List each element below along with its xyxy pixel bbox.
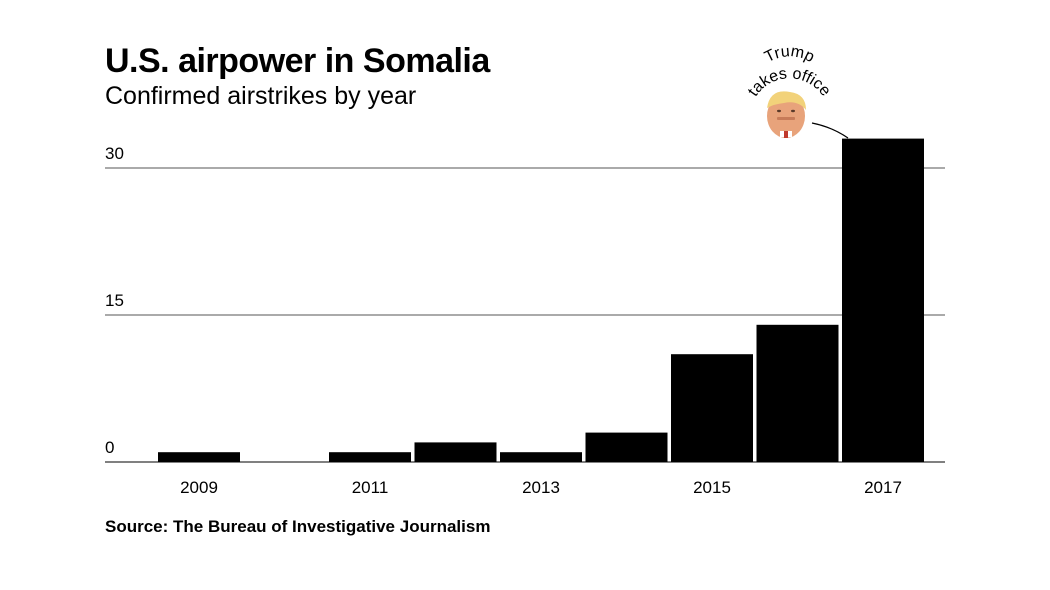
x-tick-label-2009: 2009: [180, 478, 218, 497]
x-axis-ticks: 2009 2011 2013 2015 2017: [180, 478, 902, 497]
bar-2015: [671, 354, 753, 462]
bar-2009: [158, 452, 240, 462]
bar-2014: [585, 432, 668, 462]
annotation-line-1: Trump: [762, 43, 817, 66]
y-tick-label: 0: [105, 438, 114, 457]
annotation: takes office Trump: [745, 43, 849, 139]
y-tick-label: 30: [105, 144, 124, 163]
bar-2013: [500, 452, 582, 462]
x-tick-label-2011: 2011: [352, 478, 389, 497]
bar-2017: [842, 138, 924, 462]
chart-title: U.S. airpower in Somalia: [105, 42, 490, 80]
x-tick-label-2015: 2015: [693, 478, 731, 497]
bar-2011: [329, 452, 411, 462]
x-tick-label-2013: 2013: [522, 478, 560, 497]
trump-portrait-icon: [767, 91, 806, 138]
annotation-label-top: Trump: [762, 43, 817, 66]
bar-2016: [756, 324, 839, 462]
x-tick-label-2017: 2017: [864, 478, 902, 497]
chart-subtitle: Confirmed airstrikes by year: [105, 82, 417, 110]
y-tick-label: 15: [105, 291, 124, 310]
bar-2012: [414, 442, 497, 462]
annotation-connector: [811, 122, 849, 139]
bars: [158, 138, 924, 462]
source-note: Source: The Bureau of Investigative Jour…: [105, 517, 491, 536]
